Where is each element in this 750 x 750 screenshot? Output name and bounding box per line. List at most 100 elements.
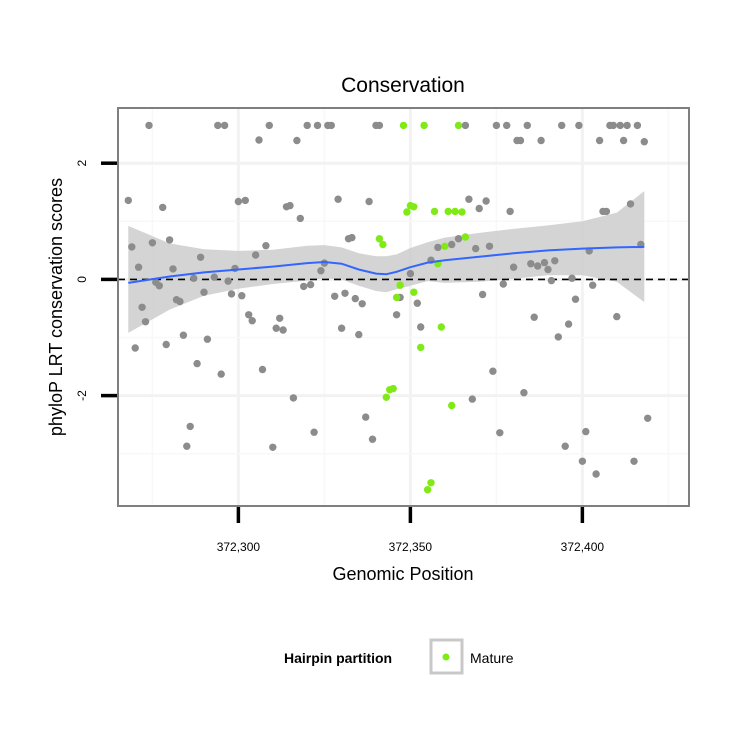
chart: Conservation 372,300 372,350 372,400 -202 …: [0, 0, 750, 750]
point-other: [510, 264, 517, 271]
plot-background: [118, 108, 689, 506]
point-other: [166, 236, 173, 243]
point-other: [568, 275, 575, 282]
point-mature: [393, 294, 400, 301]
point-mature: [379, 241, 386, 248]
point-other: [565, 320, 572, 327]
x-tick-label: 372,400: [561, 540, 605, 554]
point-other: [204, 336, 211, 343]
point-mature: [390, 385, 397, 392]
chart-title: Conservation: [341, 74, 465, 97]
point-other: [142, 318, 149, 325]
point-mature: [458, 208, 465, 215]
point-other: [417, 323, 424, 330]
point-other: [156, 282, 163, 289]
point-other: [644, 415, 651, 422]
x-axis: 372,300 372,350 372,400: [217, 507, 605, 554]
point-other: [603, 208, 610, 215]
point-other: [307, 281, 314, 288]
point-other: [221, 122, 228, 129]
point-mature: [438, 323, 445, 330]
y-axis-label: phyloP LRT conservation scores: [46, 178, 66, 436]
point-other: [355, 331, 362, 338]
point-other: [145, 122, 152, 129]
point-other: [359, 300, 366, 307]
point-other: [506, 208, 513, 215]
point-mature: [396, 282, 403, 289]
point-mature: [427, 479, 434, 486]
point-other: [132, 344, 139, 351]
point-other: [128, 243, 135, 250]
point-other: [187, 423, 194, 430]
point-other: [551, 257, 558, 264]
point-other: [434, 244, 441, 251]
point-mature: [445, 208, 452, 215]
point-other: [331, 293, 338, 300]
y-axis: -2 0 2: [75, 160, 117, 401]
point-other: [537, 137, 544, 144]
point-other: [138, 304, 145, 311]
point-mature: [410, 289, 417, 296]
point-other: [362, 413, 369, 420]
point-other: [455, 235, 462, 242]
point-other: [503, 122, 510, 129]
point-other: [180, 332, 187, 339]
point-other: [269, 444, 276, 451]
point-mature: [441, 243, 448, 250]
point-other: [641, 138, 648, 145]
point-other: [489, 368, 496, 375]
point-other: [486, 243, 493, 250]
point-other: [341, 290, 348, 297]
point-other: [572, 296, 579, 303]
point-other: [613, 313, 620, 320]
point-other: [197, 254, 204, 261]
point-other: [290, 394, 297, 401]
point-other: [242, 197, 249, 204]
point-other: [472, 245, 479, 252]
point-other: [276, 315, 283, 322]
point-other: [592, 470, 599, 477]
point-other: [259, 366, 266, 373]
point-other: [365, 198, 372, 205]
point-other: [634, 122, 641, 129]
point-other: [496, 429, 503, 436]
point-other: [183, 443, 190, 450]
point-other: [252, 251, 259, 258]
point-other: [255, 136, 262, 143]
x-tick-label: 372,300: [217, 540, 261, 554]
point-mature: [455, 122, 462, 129]
point-other: [589, 282, 596, 289]
point-other: [279, 326, 286, 333]
point-mature: [448, 402, 455, 409]
point-other: [630, 458, 637, 465]
point-other: [575, 122, 582, 129]
legend: Hairpin partition Mature: [284, 640, 514, 673]
point-other: [527, 260, 534, 267]
point-other: [448, 241, 455, 248]
y-tick-label: -2: [75, 390, 89, 401]
point-mature: [462, 233, 469, 240]
point-other: [176, 298, 183, 305]
point-other: [314, 122, 321, 129]
point-other: [617, 122, 624, 129]
point-other: [249, 317, 256, 324]
point-other: [125, 197, 132, 204]
point-other: [214, 122, 221, 129]
point-other: [159, 204, 166, 211]
point-other: [297, 215, 304, 222]
point-other: [479, 291, 486, 298]
point-mature: [431, 208, 438, 215]
y-tick-label: 0: [75, 276, 89, 283]
point-other: [627, 200, 634, 207]
point-other: [610, 122, 617, 129]
point-other: [558, 122, 565, 129]
point-other: [304, 122, 311, 129]
point-other: [520, 389, 527, 396]
point-other: [493, 122, 500, 129]
point-other: [266, 122, 273, 129]
point-other: [517, 137, 524, 144]
point-other: [149, 239, 156, 246]
point-other: [534, 262, 541, 269]
point-other: [300, 283, 307, 290]
point-mature: [451, 208, 458, 215]
